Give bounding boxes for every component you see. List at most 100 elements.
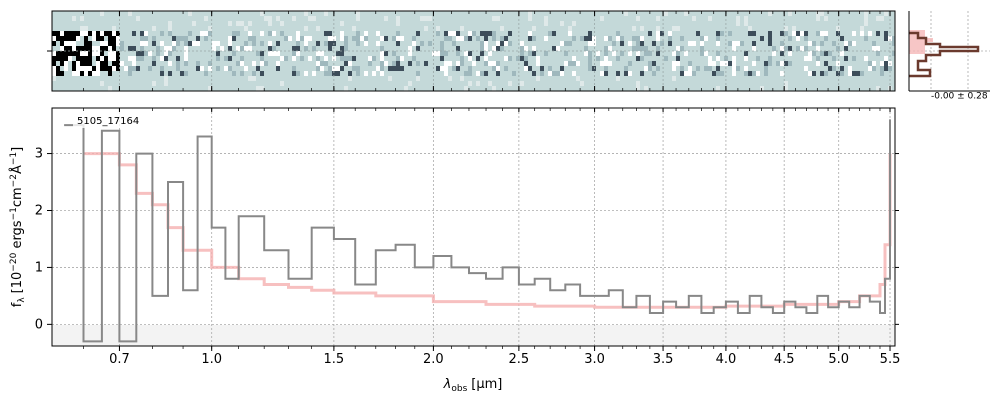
spectrum-2d-pixel xyxy=(564,41,568,46)
spectrum-2d-pixel xyxy=(808,51,812,56)
spectrum-2d-pixel xyxy=(88,46,92,51)
spectrum-2d-pixel xyxy=(784,81,788,86)
spectrum-2d-pixel xyxy=(816,11,820,16)
spectrum-2d-pixel xyxy=(76,51,80,56)
spectrum-2d-pixel xyxy=(188,11,192,16)
spectrum-2d-pixel xyxy=(572,36,576,41)
spectrum-2d-pixel xyxy=(156,51,160,56)
spectrum-2d-pixel xyxy=(636,41,640,46)
spectrum-2d-pixel xyxy=(672,76,676,81)
spectrum-2d-pixel xyxy=(84,66,88,71)
spectrum-2d-pixel xyxy=(628,51,632,56)
spectrum-2d-pixel xyxy=(484,56,488,61)
spectrum-2d-pixel xyxy=(488,31,492,36)
spectrum-2d-pixel xyxy=(604,51,608,56)
spectrum-2d-pixel xyxy=(272,31,276,36)
spectrum-2d-pixel xyxy=(324,61,328,66)
spectrum-2d-pixel xyxy=(68,51,72,56)
spectrum-2d-pixel xyxy=(76,71,80,76)
spectrum-2d-pixel xyxy=(640,46,644,51)
spectrum-2d-pixel xyxy=(400,66,404,71)
spectrum-2d-pixel xyxy=(64,31,68,36)
spectrum-2d-pixel xyxy=(300,36,304,41)
spectrum-2d-pixel xyxy=(740,41,744,46)
spectrum-2d-pixel xyxy=(412,41,416,46)
spectrum-2d-pixel xyxy=(348,71,352,76)
spectrum-2d-pixel xyxy=(140,56,144,61)
spectrum-2d-pixel xyxy=(396,61,400,66)
spectrum-2d-pixel xyxy=(328,41,332,46)
spectrum-2d-pixel xyxy=(344,41,348,46)
spectrum-2d-pixel xyxy=(568,61,572,66)
spectrum-2d-pixel xyxy=(408,51,412,56)
spectrum-2d-pixel xyxy=(676,51,680,56)
spectrum-2d-pixel xyxy=(648,51,652,56)
spectrum-2d-pixel xyxy=(72,71,76,76)
spectrum-2d-pixel xyxy=(412,36,416,41)
spectrum-2d-pixel xyxy=(76,31,80,36)
spectrum-2d-pixel xyxy=(132,66,136,71)
spectrum-2d-pixel xyxy=(456,36,460,41)
spectrum-2d-pixel xyxy=(668,41,672,46)
spectrum-2d-pixel xyxy=(148,66,152,71)
spectrum-1d-grid xyxy=(52,108,895,346)
spectrum-2d-pixel xyxy=(536,76,540,81)
spectrum-2d-pixel xyxy=(276,66,280,71)
spectrum-2d-pixel xyxy=(476,81,480,86)
spectrum-2d-pixel xyxy=(292,56,296,61)
spectrum-2d-pixel xyxy=(164,81,168,86)
spectrum-2d-pixel xyxy=(328,36,332,41)
spectrum-2d-pixel xyxy=(592,36,596,41)
spectrum-2d-pixel xyxy=(812,71,816,76)
spectrum-2d-pixel xyxy=(652,71,656,76)
spectrum-2d-pixel xyxy=(584,36,588,41)
spectrum-2d-pixel xyxy=(436,51,440,56)
spectrum-2d-pixel xyxy=(396,41,400,46)
spectrum-2d-pixel xyxy=(268,51,272,56)
spectrum-2d-pixel xyxy=(164,56,168,61)
spectrum-2d-pixel xyxy=(184,36,188,41)
spectrum-2d-pixel xyxy=(520,81,524,86)
spectrum-2d-pixel xyxy=(756,56,760,61)
spectrum-2d-pixel xyxy=(636,16,640,21)
spectrum-2d-pixel xyxy=(352,36,356,41)
spectrum-2d-pixel xyxy=(88,56,92,61)
spectrum-2d-pixel xyxy=(224,66,228,71)
spectrum-2d-pixel xyxy=(508,81,512,86)
spectrum-2d-pixel xyxy=(272,51,276,56)
spectrum-2d-pixel xyxy=(452,41,456,46)
spectrum-2d-pixel xyxy=(356,11,360,16)
spectrum-2d-pixel xyxy=(312,71,316,76)
spectrum-2d-pixel xyxy=(140,31,144,36)
spectrum-2d-pixel xyxy=(848,41,852,46)
spectrum-2d-pixel xyxy=(72,61,76,66)
spectrum-2d-pixel xyxy=(132,61,136,66)
spectrum-2d-pixel xyxy=(460,26,464,31)
spectrum-2d-pixel xyxy=(788,51,792,56)
spectrum-2d-pixel xyxy=(636,46,640,51)
spectrum-2d-pixel xyxy=(108,36,112,41)
spectrum-2d-pixel xyxy=(208,26,212,31)
spectrum-2d-pixel xyxy=(60,61,64,66)
spectrum-2d-pixel xyxy=(768,31,772,36)
spectrum-2d-pixel xyxy=(112,56,116,61)
spectrum-2d-pixel xyxy=(820,51,824,56)
spectrum-2d-pixel xyxy=(396,31,400,36)
spectrum-2d-pixel xyxy=(380,66,384,71)
spectrum-2d-pixel xyxy=(548,71,552,76)
spectrum-2d-pixel xyxy=(852,56,856,61)
spectrum-2d-pixel xyxy=(380,46,384,51)
spectrum-2d-pixel xyxy=(528,66,532,71)
spectrum-2d-pixel xyxy=(552,46,556,51)
spectrum-2d-pixel xyxy=(640,41,644,46)
spectrum-2d-pixel xyxy=(492,46,496,51)
spectrum-2d-pixel xyxy=(284,56,288,61)
spectrum-2d-pixel xyxy=(844,46,848,51)
spectrum-2d-pixel xyxy=(472,61,476,66)
spectrum-2d-pixel xyxy=(496,16,500,21)
spectrum-2d-pixel xyxy=(56,31,60,36)
spectrum-2d-pixel xyxy=(112,66,116,71)
spectrum-2d-pixel xyxy=(572,61,576,66)
spectrum-2d-pixel xyxy=(304,71,308,76)
spectrum-2d-pixel xyxy=(752,61,756,66)
